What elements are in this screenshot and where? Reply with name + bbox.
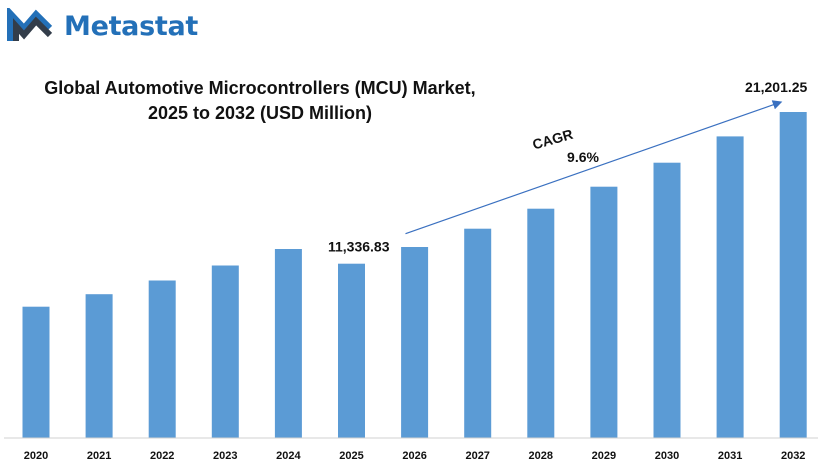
bar-2023 bbox=[211, 265, 239, 438]
bar-2024 bbox=[274, 249, 302, 438]
chart-title-line1: Global Automotive Microcontrollers (MCU)… bbox=[44, 78, 476, 98]
x-tick-label: 2031 bbox=[718, 450, 742, 462]
x-tick-labels: 2020 2021 2022 2023 2024 2025 2026 2027 2028 2029… bbox=[24, 450, 806, 462]
end-value-label: 21,201.25 bbox=[745, 79, 807, 95]
brand-logo: Metastat bbox=[6, 8, 198, 44]
bar-2029 bbox=[590, 186, 618, 438]
bar-2021 bbox=[85, 294, 113, 438]
x-tick-label: 2029 bbox=[592, 450, 616, 462]
x-tick-label: 2026 bbox=[402, 450, 426, 462]
x-tick-label: 2023 bbox=[213, 450, 237, 462]
x-tick-label: 2032 bbox=[781, 450, 805, 462]
cagr-arrow bbox=[405, 100, 783, 235]
bar-2028 bbox=[527, 208, 555, 438]
brand-name: Metastat bbox=[64, 10, 199, 42]
x-tick-label: 2021 bbox=[87, 450, 111, 462]
bar-2022 bbox=[148, 280, 176, 438]
cagr-value: 9.6% bbox=[567, 149, 599, 165]
x-tick-label: 2022 bbox=[150, 450, 174, 462]
bars-group bbox=[22, 112, 807, 438]
x-tick-label: 2030 bbox=[655, 450, 679, 462]
bar-2032 bbox=[779, 112, 807, 438]
chart-title-line2: 2025 to 2032 (USD Million) bbox=[147, 103, 373, 123]
x-tick-label: 2028 bbox=[529, 450, 553, 462]
chart-title: Global Automotive Microcontrollers (MCU)… bbox=[0, 76, 520, 126]
x-tick-label: 2025 bbox=[339, 450, 363, 462]
metastat-m-logo-icon bbox=[7, 8, 53, 41]
start-value-label: 11,336.83 bbox=[328, 239, 390, 255]
x-tick-label: 2024 bbox=[276, 450, 301, 462]
bar-2030 bbox=[653, 162, 681, 438]
x-tick-label: 2027 bbox=[465, 450, 489, 462]
bar-2031 bbox=[716, 136, 744, 438]
bar-2027 bbox=[464, 228, 492, 438]
bar-2026 bbox=[401, 247, 429, 438]
x-tick-label: 2020 bbox=[24, 450, 48, 462]
bar-2025 bbox=[338, 263, 365, 438]
bar-2020 bbox=[22, 306, 50, 438]
